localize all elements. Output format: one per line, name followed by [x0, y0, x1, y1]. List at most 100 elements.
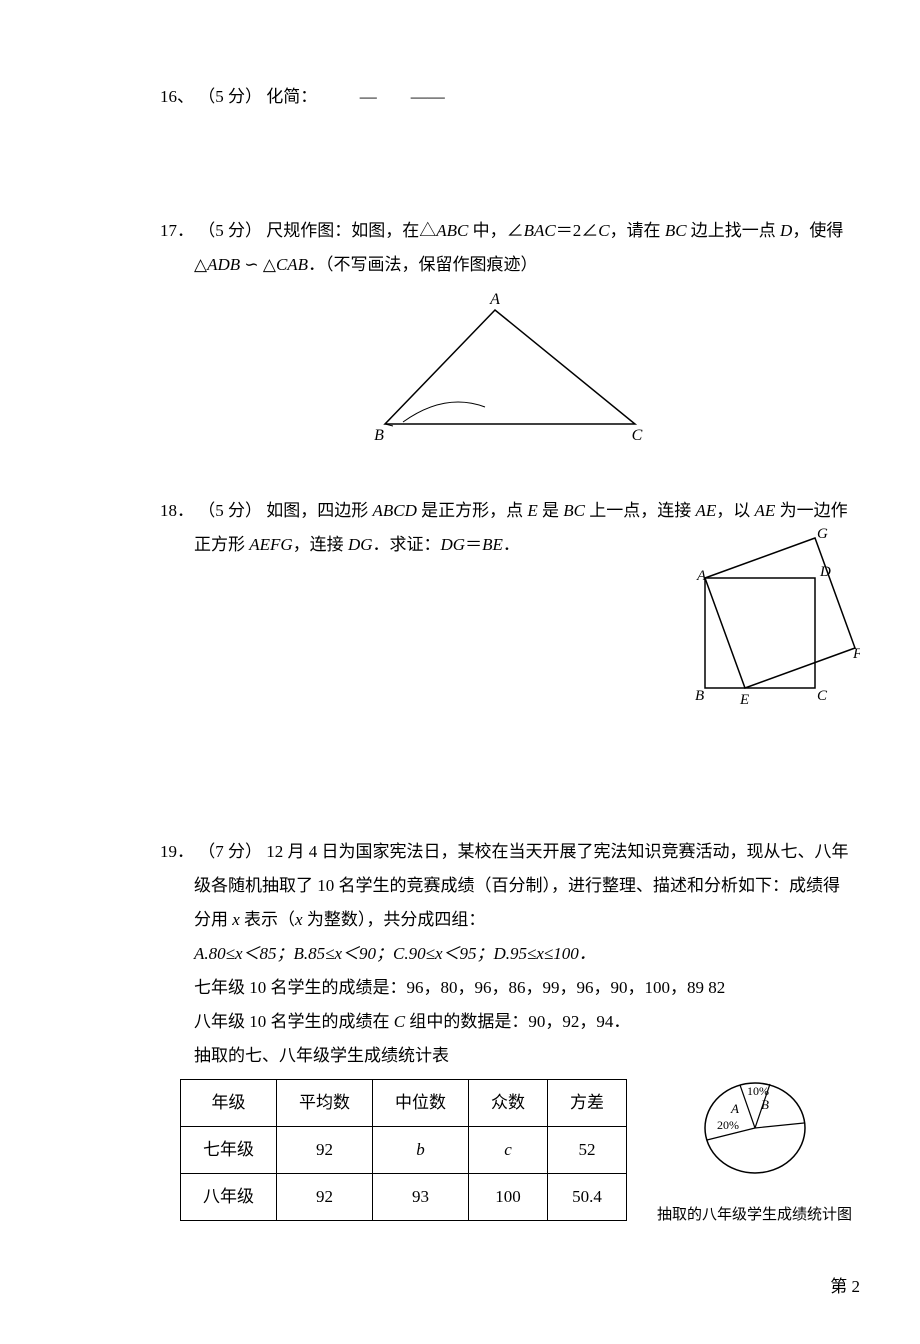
q18-t5: ，以	[716, 501, 754, 520]
q19-l3b: 表示（	[240, 910, 295, 929]
q18-e: E	[527, 501, 537, 520]
q18-dg: DG	[348, 535, 373, 554]
table-row: 七年级 92 b c 52	[181, 1127, 627, 1174]
q17-t5: 边上找一点	[687, 221, 781, 240]
cell: 100	[469, 1174, 548, 1221]
q19-groups: A.80≤x＜85；B.85≤x＜90；C.90≤x＜95；D.95≤x≤100…	[194, 944, 596, 963]
label-d: D	[819, 564, 831, 580]
triangle-abc-svg: A B C	[365, 292, 655, 442]
label-c: C	[817, 688, 828, 704]
q19-l3a: 分用	[194, 910, 232, 929]
cell-c: c	[469, 1127, 548, 1174]
q19-l3c: 为整数），共分成四组：	[303, 910, 486, 929]
q19-l1: 12 月 4 日为国家宪法日，某校在当天开展了宪法知识竞赛活动，现从七、八年	[266, 842, 848, 861]
q18-ae2: AE	[755, 501, 776, 520]
q17-d: D	[780, 221, 792, 240]
cell: 八年级	[181, 1174, 277, 1221]
cell: 92	[277, 1127, 373, 1174]
th-grade: 年级	[181, 1080, 277, 1127]
question-16: 16、 （5 分） 化简： — ——	[160, 80, 860, 114]
q18-t8: ，连接	[293, 535, 348, 554]
pie-chart: 10% A B 20% 抽取的八年级学生成绩统计图	[657, 1073, 852, 1230]
table-row: 八年级 92 93 100 50.4	[181, 1174, 627, 1221]
page-footer: 第 2	[160, 1270, 860, 1304]
q16-number: 16、	[160, 87, 194, 106]
q17-figure: A B C	[160, 292, 860, 454]
cell: 七年级	[181, 1127, 277, 1174]
q17-t3: ＝2∠	[556, 221, 599, 240]
q17-c: C	[598, 221, 609, 240]
q18-be: BE	[482, 535, 503, 554]
q19-x: x	[232, 910, 240, 929]
q17-t1: 尺规作图：如图，在△	[266, 221, 436, 240]
cell: 92	[277, 1174, 373, 1221]
cell-b: b	[373, 1127, 469, 1174]
q16-blank1: —	[360, 87, 377, 106]
label-a: A	[489, 292, 500, 308]
table-header-row: 年级 平均数 中位数 众数 方差	[181, 1080, 627, 1127]
q18-aefg: AEFG	[249, 535, 292, 554]
question-19: 19． （7 分） 12 月 4 日为国家宪法日，某校在当天开展了宪法知识竞赛活…	[160, 835, 860, 1230]
q18-t1: 如图，四边形	[266, 501, 372, 520]
cell: 50.4	[548, 1174, 627, 1221]
q18-bc: BC	[563, 501, 585, 520]
question-17: 17． （5 分） 尺规作图：如图，在△ABC 中，∠BAC＝2∠C，请在 BC…	[160, 214, 860, 454]
q18-dg2: DG	[441, 535, 466, 554]
q17-number: 17．	[160, 221, 194, 240]
q18-abcd: ABCD	[373, 501, 417, 520]
q18-number: 18．	[160, 501, 194, 520]
stats-table: 年级 平均数 中位数 众数 方差 七年级 92 b c 52 八年级 92 93…	[180, 1079, 627, 1221]
pie-a-name: A	[730, 1101, 739, 1116]
q17-t9: ．（不写画法，保留作图痕迹）	[308, 255, 538, 274]
q18-figure: A B C D E F G	[685, 528, 860, 735]
q18-eq: ＝	[465, 535, 482, 554]
q19-table-title: 抽取的七、八年级学生成绩统计表	[160, 1039, 860, 1073]
label-g: G	[817, 528, 828, 542]
q19-number: 19．	[160, 842, 194, 861]
q17-bc: BC	[665, 221, 687, 240]
q17-points: （5 分）	[198, 221, 262, 240]
label-f: F	[852, 646, 860, 662]
q18-t9: ．求证：	[373, 535, 441, 554]
label-e: E	[739, 692, 749, 708]
q18-ae: AE	[696, 501, 717, 520]
q17-t2: 中，∠	[468, 221, 523, 240]
label-b: B	[374, 427, 384, 442]
pie-caption: 抽取的八年级学生成绩统计图	[657, 1200, 852, 1230]
question-18: 18． （5 分） 如图，四边形 ABCD 是正方形，点 E 是 BC 上一点，…	[160, 494, 860, 795]
q19-g7-scores: 96，80，96，86，99，96，90，100，89 82	[407, 978, 726, 997]
q17-t4: ，请在	[610, 221, 665, 240]
th-mean: 平均数	[277, 1080, 373, 1127]
q19-x2: x	[295, 910, 303, 929]
q17-sim: ∽	[240, 255, 263, 274]
label-c: C	[632, 427, 643, 442]
pie-svg: 10% A B 20%	[695, 1073, 815, 1183]
q17-bac: BAC	[524, 221, 556, 240]
cell: 93	[373, 1174, 469, 1221]
cell: 52	[548, 1127, 627, 1174]
q17-t7: △	[194, 255, 207, 274]
q17-adb: ADB	[207, 255, 240, 274]
label-a: A	[696, 568, 707, 584]
pie-b-pct: 10%	[747, 1084, 769, 1098]
q19-g8-c: C	[394, 1012, 405, 1031]
pie-a-pct: 20%	[717, 1118, 739, 1132]
squares-svg: A B C D E F G	[685, 528, 860, 723]
pie-b-name: B	[761, 1097, 769, 1112]
q18-points: （5 分）	[198, 501, 262, 520]
q17-t6: ，使得	[792, 221, 843, 240]
q17-cab: CAB	[276, 255, 308, 274]
q18-t7: 正方形	[194, 535, 249, 554]
th-var: 方差	[548, 1080, 627, 1127]
q19-g8-label2: 组中的数据是：90，92，94．	[405, 1012, 630, 1031]
q18-t4: 上一点，连接	[585, 501, 696, 520]
q16-text: 化简：	[266, 87, 317, 106]
q18-t6: 为一边作	[775, 501, 847, 520]
th-median: 中位数	[373, 1080, 469, 1127]
q19-g7-label: 七年级 10 名学生的成绩是：	[194, 978, 407, 997]
q17-abc: ABC	[436, 221, 468, 240]
q18-t2: 是正方形，点	[417, 501, 528, 520]
q19-points: （7 分）	[198, 842, 262, 861]
q16-points: （5 分）	[198, 87, 262, 106]
q18-t3: 是	[538, 501, 564, 520]
